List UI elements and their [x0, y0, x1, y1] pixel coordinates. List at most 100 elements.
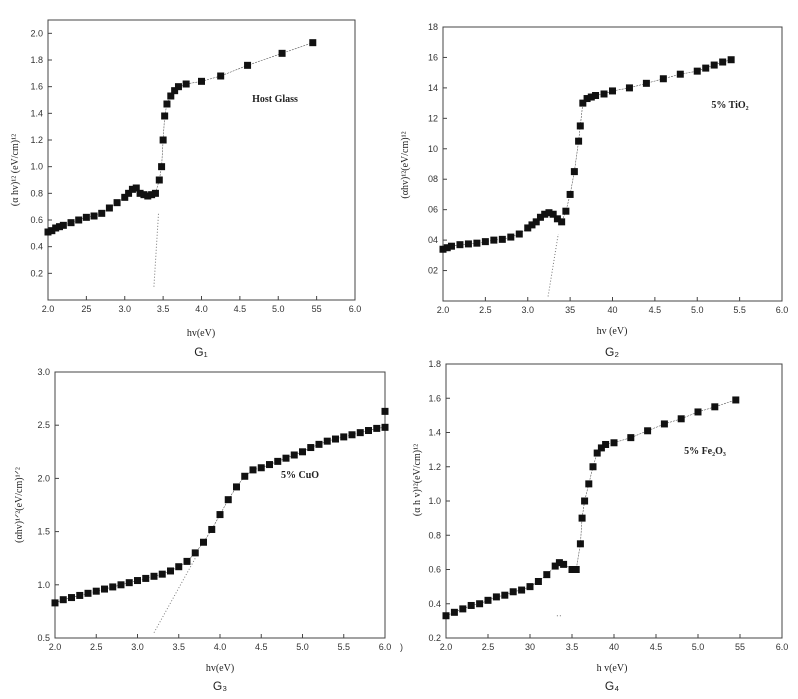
- data-point: [524, 224, 532, 232]
- data-point: [183, 557, 191, 565]
- data-point: [576, 540, 584, 548]
- data-point: [158, 163, 166, 171]
- data-point: [98, 209, 106, 217]
- y-tick-label: 1.8: [30, 55, 43, 65]
- data-point: [575, 137, 583, 145]
- x-tick-label: 2.5: [482, 642, 495, 652]
- data-point: [132, 184, 140, 192]
- y-tick-label: 2.0: [30, 28, 43, 38]
- data-point: [274, 457, 282, 465]
- data-point: [528, 221, 536, 229]
- data-point: [642, 79, 650, 87]
- data-point: [558, 218, 566, 226]
- panel-caption: G₄: [605, 679, 619, 693]
- data-point: [84, 589, 92, 597]
- data-point: [233, 483, 240, 491]
- data-point: [167, 92, 175, 100]
- x-tick-label: 55: [735, 642, 745, 652]
- data-point: [543, 571, 551, 579]
- panel-caption: G₃: [213, 679, 227, 693]
- y-tick-label: 1.0: [30, 162, 43, 172]
- x-axis-label: hv(eV): [206, 663, 234, 674]
- y-tick-label: 18: [428, 22, 438, 32]
- x-axis-label: hv(eV): [187, 328, 215, 339]
- data-point: [182, 80, 190, 88]
- data-point: [560, 560, 568, 568]
- data-point: [568, 566, 576, 573]
- data-point: [694, 408, 702, 416]
- y-tick-label: 3.0: [37, 367, 50, 377]
- data-point: [592, 92, 600, 99]
- data-point: [257, 464, 265, 472]
- data-point: [602, 440, 610, 448]
- data-point: [534, 577, 542, 585]
- y-tick-label: 06: [428, 205, 438, 215]
- y-tick-label: 12: [428, 113, 438, 123]
- data-point: [241, 472, 249, 480]
- plot-frame: [442, 26, 783, 302]
- data-point: [570, 168, 578, 176]
- data-point: [627, 434, 635, 442]
- data-point: [208, 525, 216, 533]
- data-point: [593, 449, 601, 457]
- extrapolation-line: [153, 213, 160, 287]
- data-point: [109, 583, 117, 591]
- data-point: [719, 58, 727, 66]
- data-point: [676, 70, 684, 78]
- data-point: [484, 596, 492, 604]
- data-point: [467, 601, 475, 609]
- x-tick-label: 6.0: [776, 305, 789, 315]
- data-point: [553, 215, 561, 223]
- y-tick-label: 0.8: [428, 530, 441, 540]
- data-point: [144, 192, 152, 200]
- data-point: [150, 572, 158, 580]
- data-point: [693, 67, 701, 75]
- data-point: [224, 496, 232, 504]
- data-point: [526, 583, 534, 591]
- data-point: [610, 439, 618, 447]
- series-line: [47, 42, 313, 233]
- data-point: [587, 93, 595, 101]
- plot-frame: [54, 371, 386, 639]
- data-point: [566, 190, 574, 198]
- data-point: [572, 566, 580, 573]
- series-line: [442, 59, 732, 250]
- data-point: [490, 236, 498, 244]
- data-point: [142, 574, 150, 582]
- data-point: [711, 403, 719, 411]
- chart-g4: 2.0 2.5 30 3.5 40 4.5 5.0 55 6.0 0.2 0.4 0.6 0.8 1.0 1…: [412, 359, 788, 693]
- data-point: [134, 577, 141, 585]
- series-line: [445, 399, 736, 617]
- data-point: [48, 227, 56, 235]
- data-point: [677, 415, 685, 423]
- data-point: [589, 463, 597, 471]
- chart-g2: 2.0 2.5 3.0 35 40 4.5 5.0 5.5 6.0 02 04 06 08 10 12 14 1…: [400, 22, 788, 359]
- panel-caption: G₁: [194, 345, 207, 359]
- data-point: [59, 221, 67, 229]
- data-point: [198, 77, 205, 85]
- data-point: [576, 122, 584, 130]
- data-point: [244, 61, 252, 69]
- data-point: [501, 591, 509, 599]
- x-axis-label: hv (eV): [597, 326, 628, 337]
- data-point: [51, 599, 59, 607]
- data-point: [579, 99, 587, 107]
- x-tick-label: 5.0: [692, 642, 705, 652]
- y-tick-label: 02: [428, 266, 438, 276]
- x-tick-label: 5.0: [272, 304, 285, 314]
- data-point: [498, 235, 506, 243]
- x-tick-label: 30: [525, 642, 535, 652]
- data-point: [151, 189, 159, 197]
- data-point: [340, 433, 348, 441]
- y-tick-label: 1.4: [428, 428, 441, 438]
- y-tick-label: 1.0: [428, 496, 441, 506]
- data-point: [113, 199, 121, 207]
- data-point: [140, 191, 148, 199]
- x-tick-label: 3.5: [566, 642, 579, 652]
- x-tick-label: 3.0: [118, 304, 131, 314]
- data-point: [155, 176, 163, 184]
- data-point: [167, 567, 174, 575]
- x-tick-label: 2.0: [440, 642, 453, 652]
- data-point: [459, 605, 467, 613]
